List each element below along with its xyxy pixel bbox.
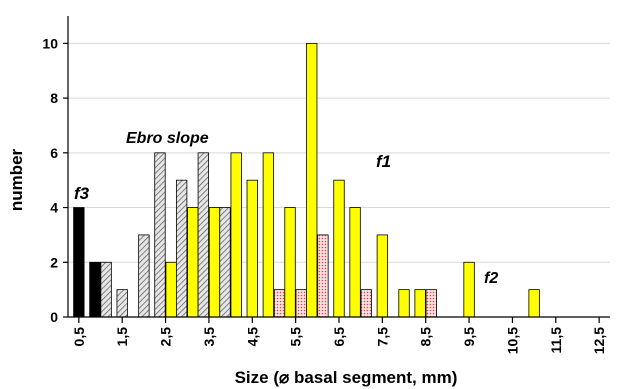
bar-ebro-3,5 (197, 152, 209, 318)
x-tick-label: 0,5 (71, 327, 87, 347)
x-tick-label: 8,5 (418, 327, 434, 347)
x-axis-title: Size (⌀ basal segment, mm) (235, 368, 458, 387)
bar-ebro-3 (175, 179, 188, 318)
y-tick-labels: 0 2 4 6 8 10 (42, 35, 58, 325)
bar-f1-5,5 (284, 207, 296, 318)
bar-f2-5 (273, 289, 286, 318)
bar-f1-3,5 (208, 207, 221, 318)
bar-f1-6 (306, 42, 318, 318)
label-ebro-slope: Ebro slope (126, 130, 209, 147)
y-tick-label: 0 (50, 309, 58, 325)
x-tick-label: 11,5 (548, 327, 564, 354)
bar-f2-7 (360, 289, 372, 318)
bar-f1-7,5 (376, 234, 389, 318)
bar-f3-0,5 (73, 207, 85, 318)
bar-f1-6,5 (333, 179, 345, 318)
bar-ebro-1 (100, 261, 112, 318)
axes (63, 16, 610, 323)
bar-f2-5,5 (295, 289, 307, 318)
x-tick-label: 4,5 (244, 327, 260, 347)
bar-f2-8,5 (425, 289, 437, 318)
label-f3: f3 (74, 184, 90, 203)
x-tick-label: 9,5 (461, 327, 477, 347)
bar-f1-4,5 (246, 179, 258, 318)
x-tick-label: 3,5 (201, 327, 217, 347)
x-tick-label: 5,5 (288, 327, 304, 347)
bar-ebro-2,5 (154, 152, 166, 318)
bar-f1-5 (262, 152, 275, 318)
y-axis-title: number (7, 148, 26, 211)
bar-f1-9,5 (463, 261, 475, 318)
bar-f1-8 (398, 289, 410, 318)
label-f1: f1 (376, 152, 391, 171)
y-tick-label: 4 (50, 200, 58, 216)
y-tick-label: 2 (50, 254, 58, 270)
y-tick-label: 10 (42, 35, 58, 51)
x-tick-label: 7,5 (374, 327, 390, 347)
x-tick-labels: 0,5 1,5 2,5 3,5 4,5 5,5 6,5 7,5 8,5 9,5 10,5 11,5 12… (71, 327, 607, 354)
label-f2: f2 (484, 270, 498, 287)
bar-f1-2,5 (165, 261, 177, 318)
bar-f1-8,5 (414, 289, 426, 318)
bar-f1-7 (349, 207, 361, 318)
bar-f1-4 (230, 152, 242, 318)
bar-ebro-4 (219, 207, 231, 318)
bar-f3-1 (89, 261, 101, 318)
y-tick-label: 8 (50, 90, 58, 106)
bar-f1-11 (528, 289, 540, 318)
bar-ebro-2 (138, 234, 150, 318)
bar-ebro-1,5 (116, 289, 128, 318)
x-tick-label: 1,5 (114, 327, 130, 347)
bar-f2-6 (317, 234, 329, 318)
x-tick-label: 12,5 (591, 327, 607, 354)
y-tick-label: 6 (50, 145, 58, 161)
bar-f1-3 (187, 207, 199, 318)
x-tick-label: 2,5 (158, 327, 174, 347)
x-tick-label: 10,5 (504, 327, 520, 354)
bars (73, 42, 540, 318)
x-tick-label: 6,5 (331, 327, 347, 347)
